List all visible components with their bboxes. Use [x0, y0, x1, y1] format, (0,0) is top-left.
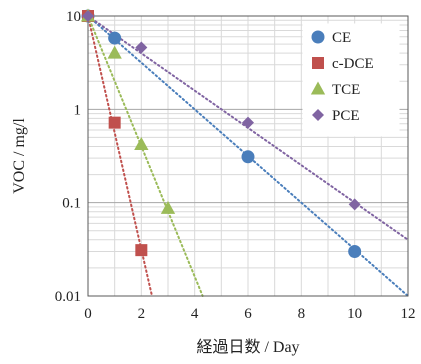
x-tick-label: 8 — [298, 306, 306, 322]
legend-label-ce: CE — [332, 30, 351, 46]
y-tick-label: 0.01 — [55, 289, 81, 305]
data-point-pce — [242, 116, 254, 129]
data-point-tce — [160, 200, 176, 214]
data-point-ce — [348, 244, 362, 258]
data-point-pce — [82, 10, 94, 22]
x-axis-title: 経過日数 / Day — [196, 338, 299, 356]
y-axis-title: VOC / mg/l — [11, 118, 28, 194]
x-tick-label: 10 — [347, 306, 362, 322]
data-point-pce — [135, 41, 148, 54]
plot-area-frame — [87, 15, 409, 297]
legend-marker-c-dce — [312, 57, 324, 69]
y-tick-label: 1 — [74, 102, 82, 118]
legend: CE c-DCE TCE PCE — [302, 23, 400, 137]
y-tick-label: 10 — [66, 9, 81, 25]
y-tick-label: 0.1 — [62, 196, 81, 212]
x-tick-label: 2 — [138, 306, 146, 322]
data-point-tce — [107, 45, 122, 59]
data-point-pce — [348, 198, 361, 211]
legend-label-c-dce: c-DCE — [332, 56, 374, 72]
data-point-ce — [108, 31, 122, 45]
legend-label-pce: PCE — [332, 108, 360, 124]
legend-marker-tce — [310, 81, 326, 95]
legend-label-tce: TCE — [332, 82, 360, 98]
data-points — [80, 8, 362, 258]
x-tick-label: 12 — [401, 306, 416, 322]
data-point-tce — [134, 137, 149, 151]
data-point-c-dce — [135, 244, 148, 257]
legend-marker-ce — [311, 30, 325, 44]
data-point-ce — [241, 150, 255, 164]
legend-marker-pce — [312, 109, 324, 121]
x-tick-label: 0 — [84, 306, 92, 322]
data-point-c-dce — [108, 116, 121, 129]
x-tick-label: 4 — [191, 306, 199, 322]
tick-labels: 0 2 4 6 8 10 12 0.01 0.1 1 10 — [55, 9, 416, 322]
trendline-tce — [87, 15, 204, 297]
x-tick-label: 6 — [244, 306, 252, 322]
